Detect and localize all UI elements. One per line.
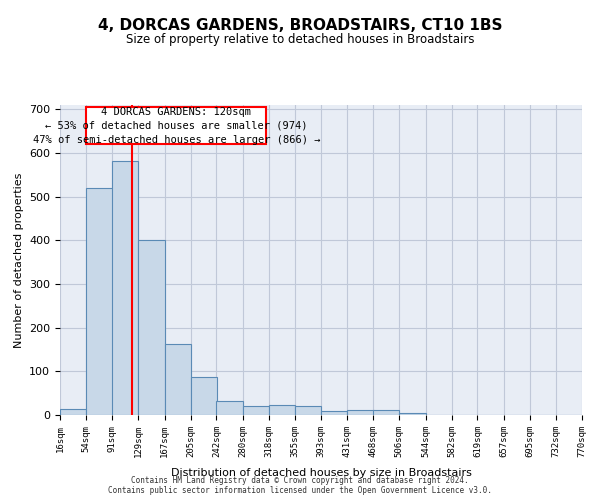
- Y-axis label: Number of detached properties: Number of detached properties: [14, 172, 23, 348]
- Bar: [347, 410, 374, 415]
- Text: Contains HM Land Registry data © Crown copyright and database right 2024.
Contai: Contains HM Land Registry data © Crown c…: [108, 476, 492, 495]
- FancyBboxPatch shape: [86, 107, 266, 144]
- Bar: [295, 406, 321, 415]
- Bar: [60, 410, 86, 415]
- Bar: [217, 400, 243, 415]
- Bar: [373, 410, 399, 415]
- Text: Size of property relative to detached houses in Broadstairs: Size of property relative to detached ho…: [126, 32, 474, 46]
- Bar: [269, 406, 295, 415]
- Text: 4, DORCAS GARDENS, BROADSTAIRS, CT10 1BS: 4, DORCAS GARDENS, BROADSTAIRS, CT10 1BS: [98, 18, 502, 32]
- X-axis label: Distribution of detached houses by size in Broadstairs: Distribution of detached houses by size …: [170, 468, 472, 478]
- Bar: [86, 188, 113, 415]
- Bar: [112, 161, 138, 415]
- Text: 4 DORCAS GARDENS: 120sqm
← 53% of detached houses are smaller (974)
47% of semi-: 4 DORCAS GARDENS: 120sqm ← 53% of detach…: [32, 106, 320, 144]
- Bar: [243, 406, 269, 415]
- Bar: [321, 411, 347, 415]
- Bar: [399, 413, 425, 415]
- Bar: [138, 240, 164, 415]
- Bar: [191, 376, 217, 415]
- Bar: [164, 344, 191, 415]
